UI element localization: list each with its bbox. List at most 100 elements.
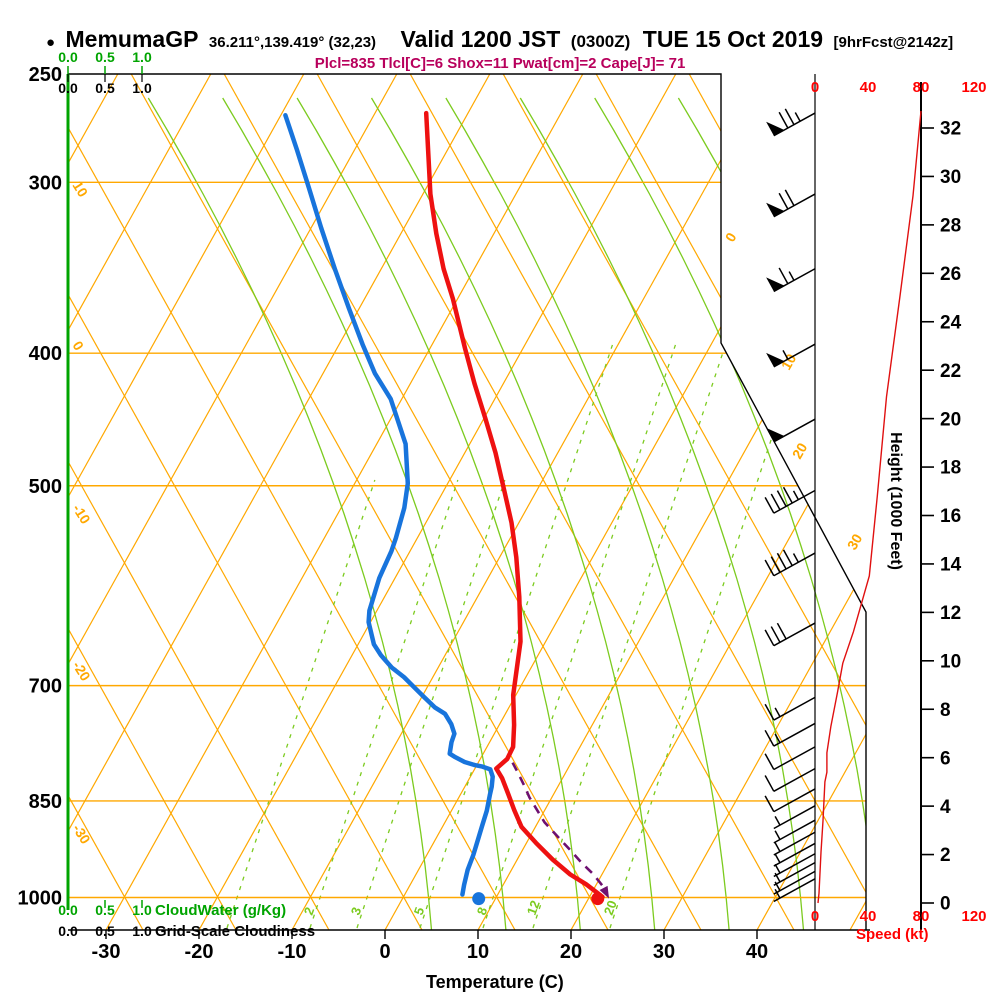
temperature-tick-label: 10 — [467, 941, 489, 963]
isotherm-line — [68, 74, 212, 930]
isotherm-line — [68, 74, 305, 930]
isotherm-line — [291, 74, 770, 930]
cloudwater-scale-value: 1.0 — [132, 902, 152, 918]
barb-full — [764, 497, 775, 514]
pressure-gridlines — [68, 181, 866, 899]
mixing-ratio-line — [226, 479, 376, 929]
adiabat-edge-label: -30 — [69, 821, 93, 847]
wind-barb-icon — [766, 189, 816, 218]
barb-half — [774, 842, 781, 852]
barb-full — [764, 629, 775, 647]
barb-full — [770, 493, 781, 511]
height-tick-label: 16 — [940, 506, 961, 527]
wind-barb-icon — [766, 108, 816, 137]
barb-half — [774, 872, 781, 883]
barb-staff — [773, 861, 816, 886]
cloudwater-scale-value: 1.0 — [132, 49, 152, 65]
barb-staff — [773, 870, 816, 895]
parcel-ascent-curve — [511, 762, 608, 894]
height-tick-label: 32 — [940, 119, 961, 140]
height-tick-label: 18 — [940, 458, 961, 479]
cloudiness-scale-value: 0.5 — [95, 923, 115, 939]
height-tick-label: 10 — [940, 651, 961, 672]
height-tick-label: 28 — [940, 216, 961, 237]
wind-barb-icon — [764, 767, 816, 792]
wind-barb-icon — [773, 870, 816, 895]
station-coords: 36.211°,139.419° (32,23) — [208, 34, 377, 51]
barb-full — [764, 795, 775, 812]
barb-pennant — [766, 121, 785, 136]
dry-adiabat-line — [316, 74, 795, 930]
temperature-tick-label: 20 — [560, 941, 582, 963]
barb-half — [774, 853, 781, 864]
adiabat-edge-label: -20 — [69, 658, 93, 684]
wind-barb-icon — [764, 696, 816, 721]
barb-staff — [773, 842, 816, 867]
speed-tick-label: 40 — [860, 908, 877, 925]
wind-barb-icon — [766, 418, 816, 443]
adiabat-edge-label: 0 — [69, 338, 87, 353]
barb-half — [774, 707, 781, 718]
wind-barb-icon — [766, 343, 816, 368]
barb-staff — [773, 193, 816, 218]
pressure-tick-label: 850 — [29, 791, 62, 813]
isotherm-edge-label: 20 — [789, 440, 811, 462]
height-tick-label: 8 — [940, 700, 951, 721]
adiabat-edge-label: -10 — [69, 501, 93, 527]
dry-adiabat-line — [68, 74, 423, 930]
barb-pennant — [766, 202, 785, 217]
isotherm-line — [663, 74, 866, 930]
cloudiness-scale-value: 1.0 — [132, 80, 152, 96]
moist-adiabat-line — [826, 97, 866, 930]
wind-barb-icon — [764, 788, 816, 813]
cloudiness-scale-value: 0.5 — [95, 80, 115, 96]
mixing-ratio-label: 1 — [218, 905, 235, 917]
barb-full — [764, 729, 775, 747]
mixing-ratio-label: 8 — [474, 905, 491, 917]
isotherm-line — [756, 74, 866, 930]
height-tick-label: 30 — [940, 167, 961, 188]
wind-barb-icon — [773, 878, 816, 903]
moist-adiabat-line — [296, 97, 581, 930]
mixing-ratio-line — [609, 339, 805, 929]
barb-full — [764, 559, 775, 577]
moist-adiabat-line — [594, 97, 866, 930]
mixing-ratio-line — [309, 479, 459, 929]
speed-tick-label: 40 — [860, 79, 877, 96]
wind-barb-icon — [773, 831, 816, 856]
pressure-tick-label: 400 — [29, 343, 62, 365]
wind-barb-icon — [773, 842, 816, 867]
valid-time: Valid 1200 JST — [400, 26, 561, 52]
wind-barb-icon — [773, 861, 816, 886]
wind-barb-icon — [773, 853, 816, 878]
mixing-ratio-line — [356, 479, 506, 929]
barb-full — [778, 267, 789, 285]
mixing-ratio-label: 3 — [348, 905, 365, 917]
height-tick-label: 14 — [940, 555, 962, 576]
mixing-ratio-label: 20 — [601, 898, 620, 917]
parcel-series — [511, 762, 610, 899]
wind-speed-curve — [817, 110, 922, 904]
dry-adiabat-line — [68, 74, 330, 930]
cloudiness-scale-value: 1.0 — [132, 923, 152, 939]
temperature-tick-label: -10 — [278, 941, 307, 963]
mixing-ratio-line — [482, 339, 678, 929]
barb-staff — [773, 552, 816, 577]
cloud-scale: 0.0 0.0 0.0 0.0 0.5 0.5 0.5 0.5 1.0 1.0 1.0 1.0 — [58, 49, 152, 939]
barb-staff — [773, 805, 816, 830]
dry-adiabat-line — [502, 74, 866, 930]
isotherm-line — [68, 74, 491, 930]
height-tick-label: 26 — [940, 264, 961, 285]
wind-and-height-axes: 0246810121416182022242628303200404080801… — [811, 74, 987, 930]
barb-pennant — [766, 277, 785, 292]
cloudwater-scale-value: 0.5 — [95, 49, 115, 65]
barb-half — [774, 830, 781, 840]
barb-full — [764, 775, 775, 792]
height-tick-label: 2 — [940, 845, 951, 866]
pressure-tick-label: 1000 — [18, 888, 63, 910]
height-tick-label: 4 — [940, 797, 951, 818]
cloudiness-scale-value: 0.0 — [58, 923, 78, 939]
barb-full — [764, 753, 775, 770]
